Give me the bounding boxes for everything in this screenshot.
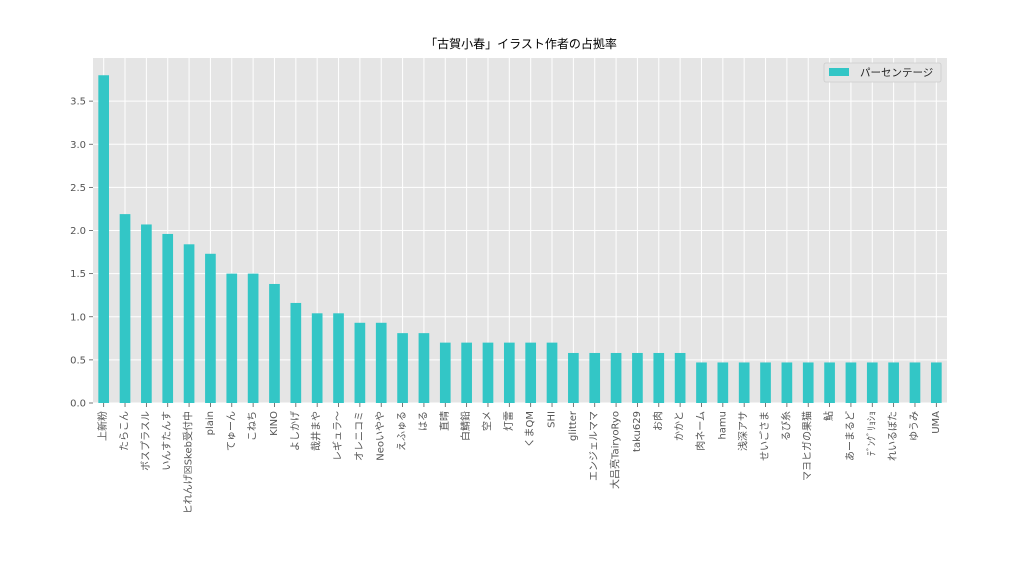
x-tick-label: あーまるど bbox=[844, 411, 856, 461]
chart-title: 「古賀小春」イラスト作者の占拠率 bbox=[425, 36, 617, 51]
x-tick-label: taku629 bbox=[632, 411, 643, 452]
x-tick-label: お肉 bbox=[651, 411, 664, 431]
legend: パーセンテージ bbox=[823, 62, 942, 83]
bar bbox=[503, 342, 515, 403]
x-tick-label: ヒれんげ☒Skeb受付中 bbox=[182, 411, 195, 514]
bar bbox=[311, 313, 323, 403]
x-tick-label: 浅深アサ bbox=[737, 411, 750, 451]
bar bbox=[183, 244, 195, 403]
y-axis: 0.0 0.5 1.0 1.5 2.0 2.5 3.0 3.5 bbox=[70, 97, 93, 410]
bar bbox=[269, 283, 280, 403]
bar bbox=[888, 362, 899, 403]
x-tick-label: 上新粉 bbox=[96, 411, 109, 441]
bar bbox=[781, 362, 793, 403]
bar bbox=[760, 362, 771, 403]
x-tick-label: よしかげ bbox=[289, 411, 301, 451]
x-tick-label: ﾃﾞﾝｸﾞﾘｮｼｮ bbox=[866, 411, 878, 456]
x-tick-label: 鮎 bbox=[822, 411, 835, 421]
bar bbox=[226, 273, 238, 403]
legend-swatch bbox=[829, 68, 849, 76]
y-tick-label: 1.0 bbox=[70, 312, 86, 323]
legend-box bbox=[823, 62, 942, 83]
bar bbox=[290, 302, 302, 403]
x-tick-label: くまQM bbox=[524, 411, 536, 448]
x-tick-label: 大吕亮TairyoRyo bbox=[609, 411, 622, 489]
bar bbox=[546, 342, 558, 403]
bar bbox=[333, 313, 344, 403]
bar bbox=[461, 342, 472, 403]
bar bbox=[354, 322, 366, 403]
bar bbox=[418, 333, 430, 403]
bar bbox=[247, 273, 259, 403]
x-tick-label: こねち bbox=[247, 411, 259, 441]
x-tick-label: えふゅる bbox=[396, 411, 408, 451]
y-tick-label: 0.5 bbox=[70, 355, 86, 366]
x-tick-label: 哉井まや bbox=[310, 411, 323, 451]
bar bbox=[824, 362, 835, 403]
bar bbox=[696, 362, 707, 403]
bar bbox=[119, 214, 131, 403]
x-tick-label: plain bbox=[205, 411, 216, 435]
bar bbox=[397, 333, 408, 403]
bar bbox=[930, 362, 942, 403]
y-tick-label: 3.5 bbox=[70, 97, 86, 108]
x-tick-label: かかと bbox=[674, 411, 686, 441]
bar bbox=[632, 352, 643, 403]
bar bbox=[610, 352, 622, 403]
x-tick-label: 白鯖鉛 bbox=[459, 411, 472, 441]
x-tick-label: 空メ bbox=[480, 411, 493, 431]
x-tick-label: SHI bbox=[547, 411, 558, 428]
bar bbox=[482, 342, 494, 403]
x-tick-label: れいるぼた bbox=[887, 411, 899, 461]
bar bbox=[674, 352, 686, 403]
x-tick-label: 肉ネーム bbox=[694, 411, 707, 451]
y-tick-label: 1.5 bbox=[70, 269, 86, 280]
x-tick-label: エンジェルママ bbox=[589, 411, 600, 481]
x-tick-label: 直晴 bbox=[438, 411, 451, 431]
x-tick-label: るび糸 bbox=[780, 411, 792, 441]
bar bbox=[375, 322, 387, 403]
bar bbox=[589, 352, 601, 403]
x-tick-label: hamu bbox=[717, 411, 728, 440]
x-tick-label: オレニコミ bbox=[353, 411, 365, 461]
bar bbox=[568, 352, 579, 403]
bar bbox=[653, 352, 665, 403]
bar bbox=[866, 362, 878, 403]
x-tick-label: いんすたんす bbox=[161, 411, 173, 471]
x-tick-label: glitter bbox=[568, 410, 579, 441]
bar bbox=[845, 362, 857, 403]
x-tick-label: UMA bbox=[931, 411, 942, 434]
bar bbox=[738, 362, 750, 403]
y-tick-label: 2.0 bbox=[70, 226, 86, 237]
x-tick-label: ゆうみ bbox=[908, 411, 920, 441]
x-tick-label: マヨヒガの果猫 bbox=[801, 411, 814, 481]
bar bbox=[162, 233, 174, 403]
legend-label: パーセンテージ bbox=[860, 67, 933, 79]
bar bbox=[205, 253, 216, 403]
x-tick-label: たらこん bbox=[119, 411, 131, 451]
x-tick-label: 灯雷 bbox=[503, 411, 515, 431]
bar bbox=[909, 362, 921, 403]
bar bbox=[98, 75, 110, 403]
y-tick-label: 3.0 bbox=[70, 140, 86, 151]
y-tick-label: 0.0 bbox=[70, 399, 86, 410]
bars bbox=[98, 75, 942, 403]
x-tick-label: ボスプラスル bbox=[140, 411, 152, 471]
bar bbox=[141, 224, 152, 403]
bar bbox=[717, 362, 729, 403]
y-tick-label: 2.5 bbox=[70, 183, 86, 194]
bar bbox=[439, 342, 451, 403]
x-tick-label: はる bbox=[417, 411, 429, 431]
x-axis: 上新粉 たらこん ボスプラスル いんすたんす ヒれんげ☒Skeb受付中 plain てゅーん… bbox=[96, 403, 942, 514]
x-tick-label: Neoいやや bbox=[375, 411, 387, 461]
x-tick-label: KINO bbox=[269, 411, 280, 436]
x-tick-label: てゅーん bbox=[225, 411, 237, 451]
x-tick-label: レギュラ～ bbox=[332, 411, 344, 461]
x-tick-label: せいごさま bbox=[758, 411, 771, 461]
bar bbox=[525, 342, 537, 403]
bar bbox=[802, 362, 814, 403]
